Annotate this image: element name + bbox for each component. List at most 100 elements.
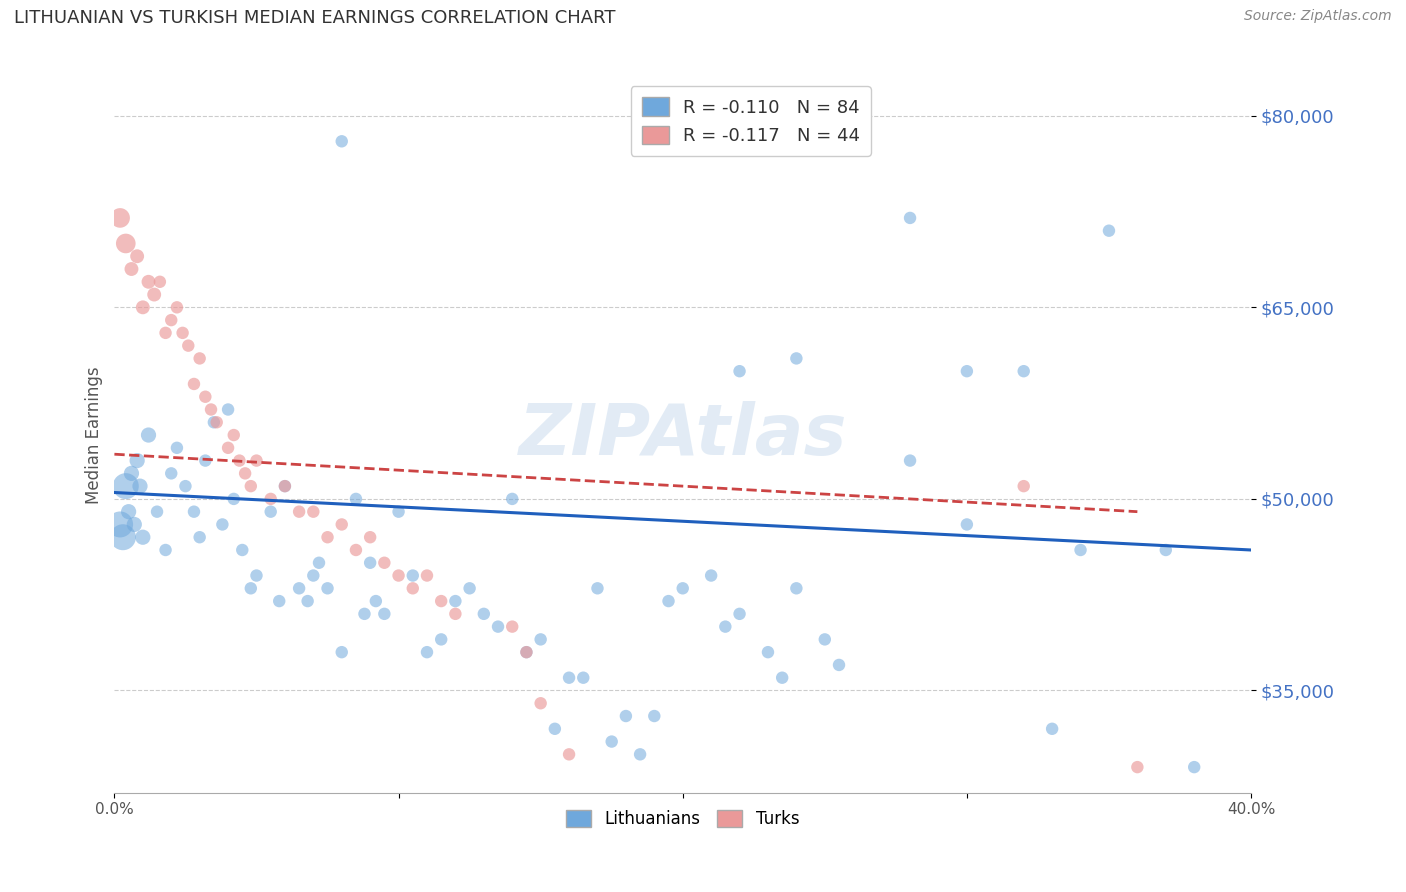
Point <box>308 556 330 570</box>
Point <box>217 402 239 417</box>
Point <box>1070 543 1092 558</box>
Point <box>430 594 453 608</box>
Point <box>217 441 239 455</box>
Point <box>205 415 228 429</box>
Point <box>486 619 509 633</box>
Point <box>149 275 172 289</box>
Point <box>416 645 439 659</box>
Point <box>260 505 283 519</box>
Point <box>359 556 381 570</box>
Point <box>174 479 197 493</box>
Point <box>330 517 353 532</box>
Point <box>558 671 581 685</box>
Point <box>146 505 169 519</box>
Point <box>956 517 979 532</box>
Point <box>183 505 205 519</box>
Point <box>143 287 166 301</box>
Point <box>111 530 134 544</box>
Point <box>222 428 245 442</box>
Point <box>138 275 160 289</box>
Point <box>274 479 297 493</box>
Point <box>672 582 695 596</box>
Point <box>222 491 245 506</box>
Point <box>544 722 567 736</box>
Point <box>124 517 146 532</box>
Point <box>600 734 623 748</box>
Point <box>108 211 131 225</box>
Point <box>245 453 267 467</box>
Point <box>515 645 537 659</box>
Point <box>586 582 609 596</box>
Point <box>402 568 425 582</box>
Legend: Lithuanians, Turks: Lithuanians, Turks <box>560 803 806 834</box>
Point <box>898 453 921 467</box>
Point <box>233 467 256 481</box>
Point <box>239 479 262 493</box>
Point <box>155 326 177 340</box>
Point <box>530 632 553 647</box>
Point <box>245 568 267 582</box>
Point <box>188 351 211 366</box>
Point <box>353 607 375 621</box>
Point <box>700 568 723 582</box>
Point <box>108 517 131 532</box>
Point <box>956 364 979 378</box>
Point <box>228 453 250 467</box>
Point <box>166 301 188 315</box>
Point <box>501 491 523 506</box>
Point <box>114 479 136 493</box>
Text: LITHUANIAN VS TURKISH MEDIAN EARNINGS CORRELATION CHART: LITHUANIAN VS TURKISH MEDIAN EARNINGS CO… <box>14 9 616 27</box>
Point <box>172 326 194 340</box>
Point <box>231 543 253 558</box>
Point <box>288 505 311 519</box>
Point <box>1040 722 1063 736</box>
Point <box>657 594 679 608</box>
Point <box>177 338 200 352</box>
Point <box>515 645 537 659</box>
Point <box>728 607 751 621</box>
Point <box>344 543 367 558</box>
Point <box>472 607 495 621</box>
Point <box>756 645 779 659</box>
Point <box>402 582 425 596</box>
Point <box>194 390 217 404</box>
Point <box>127 249 149 263</box>
Point <box>430 632 453 647</box>
Point <box>120 467 142 481</box>
Point <box>359 530 381 544</box>
Point <box>416 568 439 582</box>
Text: Source: ZipAtlas.com: Source: ZipAtlas.com <box>1244 9 1392 23</box>
Point <box>1012 479 1035 493</box>
Point <box>260 491 283 506</box>
Point <box>269 594 291 608</box>
Point <box>444 594 467 608</box>
Point <box>194 453 217 467</box>
Point <box>572 671 595 685</box>
Y-axis label: Median Earnings: Median Earnings <box>86 367 103 504</box>
Point <box>160 467 183 481</box>
Point <box>530 696 553 710</box>
Point <box>728 364 751 378</box>
Point <box>114 236 136 251</box>
Point <box>316 530 339 544</box>
Point <box>302 505 325 519</box>
Point <box>1098 224 1121 238</box>
Point <box>1154 543 1177 558</box>
Text: ZIPAtlas: ZIPAtlas <box>519 401 846 469</box>
Point <box>458 582 481 596</box>
Point <box>387 505 409 519</box>
Point <box>120 262 142 277</box>
Point <box>614 709 637 723</box>
Point <box>1182 760 1205 774</box>
Point <box>828 657 851 672</box>
Point <box>202 415 225 429</box>
Point <box>200 402 222 417</box>
Point <box>117 505 139 519</box>
Point <box>297 594 319 608</box>
Point <box>628 747 651 762</box>
Point <box>714 619 737 633</box>
Point <box>364 594 387 608</box>
Point <box>302 568 325 582</box>
Point <box>643 709 665 723</box>
Point <box>166 441 188 455</box>
